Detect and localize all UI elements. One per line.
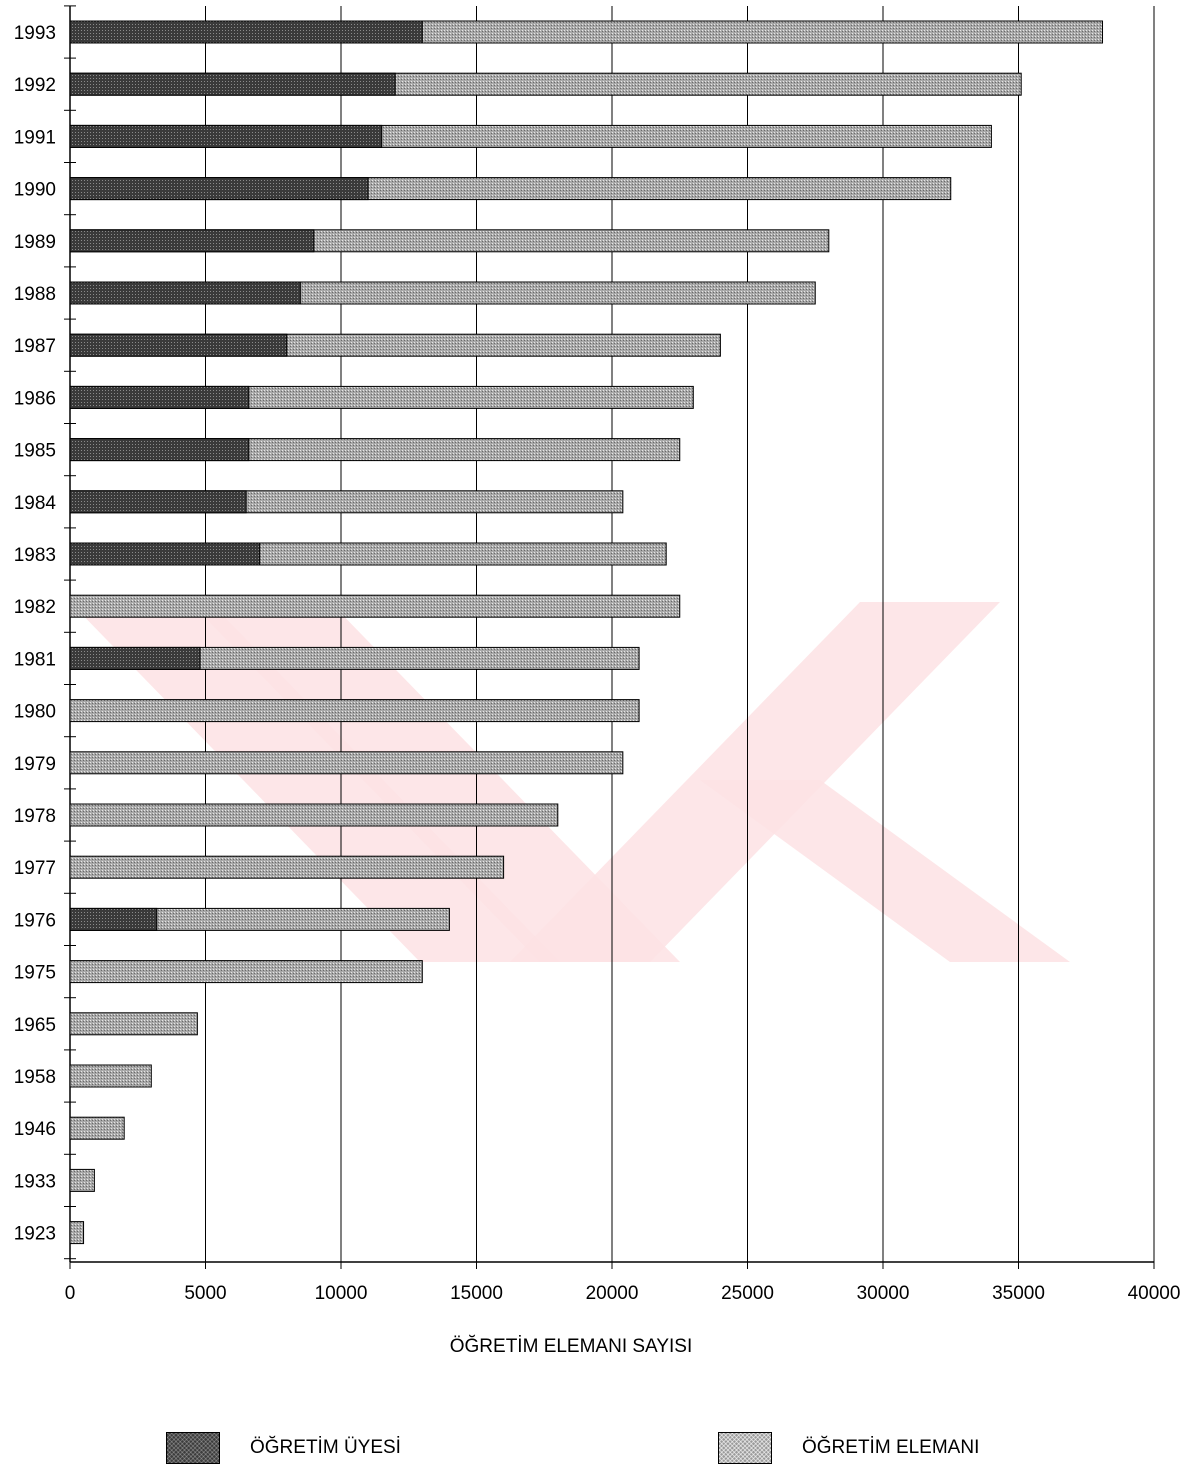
x-tick-label: 25000 [721, 1283, 774, 1304]
bar-ogretim-uyesi-1983 [69, 542, 261, 566]
bars [69, 20, 1104, 1245]
x-axis-labels: 0 5000 10000 15000 20000 25000 30000 35000 40000 [65, 1283, 1181, 1304]
legend-item-ogretim-uyesi: ÖĞRETİM ÜYESİ [166, 1432, 401, 1464]
y-tick-label: 1990 [14, 180, 56, 201]
y-tick-label: 1983 [14, 545, 56, 566]
bar-ogretim-elemani-1978 [69, 803, 559, 827]
y-tick-label: 1978 [14, 806, 56, 827]
y-tick-label: 1980 [14, 702, 56, 723]
legend-label-elemani: ÖĞRETİM ELEMANI [802, 1437, 980, 1458]
bar-ogretim-uyesi-1988 [69, 281, 301, 305]
bar-ogretim-uyesi-1981 [69, 646, 201, 670]
bar-ogretim-uyesi-1991 [69, 124, 383, 148]
x-axis-title: ÖĞRETİM ELEMANI SAYISI [450, 1335, 692, 1357]
bar-ogretim-uyesi-1987 [69, 333, 288, 357]
x-tick-label: 20000 [586, 1283, 639, 1304]
bar-ogretim-elemani-1946 [69, 1116, 125, 1140]
bar-ogretim-elemani-1982 [69, 594, 681, 618]
y-tick-label: 1985 [14, 441, 56, 462]
y-tick-label: 1958 [14, 1067, 56, 1088]
bar-ogretim-uyesi-1976 [69, 907, 158, 931]
legend-swatch-uyesi [166, 1432, 220, 1464]
y-tick-label: 1923 [14, 1224, 56, 1245]
y-tick-label: 1987 [14, 336, 56, 357]
legend-item-ogretim-elemani: ÖĞRETİM ELEMANI [718, 1432, 979, 1464]
legend-swatch-elemani [718, 1432, 772, 1464]
bar-ogretim-elemani-1979 [69, 751, 624, 775]
x-tick-label: 10000 [315, 1283, 368, 1304]
bar-ogretim-uyesi-1984 [69, 490, 247, 514]
y-tick-label: 1989 [14, 232, 56, 253]
y-axis-labels: 1993 1992 1991 1990 1989 1988 1987 1986 1985 1984… [14, 23, 57, 1245]
gridlines [64, 5, 1155, 1269]
y-tick-label: 1977 [14, 858, 56, 879]
bar-ogretim-uyesi-1990 [69, 177, 369, 201]
x-tick-label: 15000 [450, 1283, 503, 1304]
y-tick-label: 1988 [14, 284, 56, 305]
y-tick-label: 1986 [14, 388, 56, 409]
y-tick-label: 1975 [14, 963, 56, 984]
y-tick-label: 1984 [14, 493, 57, 514]
y-tick-label: 1981 [14, 649, 56, 670]
bar-ogretim-uyesi-1989 [69, 229, 315, 253]
bar-ogretim-elemani-1923 [69, 1221, 85, 1245]
x-tick-label: 35000 [992, 1283, 1045, 1304]
x-tick-label: 30000 [857, 1283, 910, 1304]
legend-label-uyesi: ÖĞRETİM ÜYESİ [250, 1437, 401, 1458]
bar-ogretim-elemani-1958 [69, 1064, 152, 1088]
bar-ogretim-elemani-1980 [69, 699, 640, 723]
bar-ogretim-uyesi-1992 [69, 72, 396, 96]
bar-chart: 1993 1992 1991 1990 1989 1988 1987 1986 1985 1984… [14, 5, 1181, 1357]
bar-ogretim-elemani-1933 [69, 1168, 95, 1192]
y-tick-label: 1979 [14, 754, 56, 775]
watermark-stroke [190, 602, 680, 962]
x-tick-label: 40000 [1128, 1283, 1181, 1304]
y-tick-label: 1933 [14, 1171, 56, 1192]
y-tick-label: 1993 [14, 23, 56, 44]
y-tick-label: 1976 [14, 910, 56, 931]
y-tick-label: 1982 [14, 597, 56, 618]
x-tick-label: 0 [65, 1283, 76, 1304]
y-tick-label: 1992 [14, 75, 56, 96]
bar-ogretim-uyesi-1993 [69, 20, 423, 44]
bar-ogretim-elemani-1975 [69, 960, 423, 984]
y-tick-label: 1991 [14, 127, 56, 148]
bar-ogretim-uyesi-1986 [69, 385, 250, 409]
watermark-stroke [700, 780, 1070, 962]
y-tick-label: 1946 [14, 1119, 56, 1140]
bar-ogretim-elemani-1965 [69, 1012, 198, 1036]
bar-ogretim-elemani-1977 [69, 855, 505, 879]
bar-ogretim-uyesi-1985 [69, 438, 250, 462]
x-tick-label: 5000 [184, 1283, 226, 1304]
y-tick-label: 1965 [14, 1015, 56, 1036]
